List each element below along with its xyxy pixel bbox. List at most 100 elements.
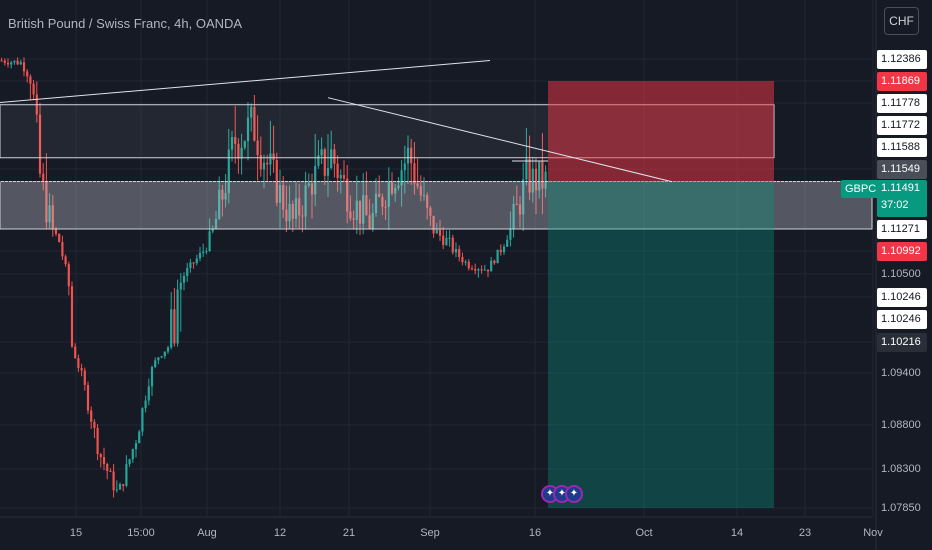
candle-body (134, 443, 138, 450)
candle-body (432, 215, 435, 234)
candle-body (102, 456, 106, 464)
take-profit-zone (548, 181, 774, 508)
candle-body (522, 179, 525, 215)
candle-body (243, 141, 246, 148)
time-axis-label: 16 (528, 527, 542, 539)
candle-body (512, 204, 515, 230)
price-axis-label: 1.11778 (877, 94, 927, 113)
candle-body (310, 183, 314, 195)
currency-button[interactable]: CHF (884, 7, 919, 35)
candle-body (195, 258, 198, 264)
candle-body (90, 410, 93, 422)
candle-body (515, 204, 518, 206)
candle-body (64, 256, 67, 265)
time-axis-label: Sep (420, 527, 440, 539)
candle-body (266, 162, 269, 165)
candle-body (42, 173, 45, 182)
candle-body (538, 161, 541, 191)
candle-body (544, 171, 547, 189)
bar-countdown: 37:02 (881, 199, 909, 211)
price-axis-label: 1.11588 (877, 138, 927, 157)
candle-body (272, 153, 275, 160)
candle-body (128, 459, 131, 465)
price-axis-label: 1.10500 (881, 268, 921, 280)
candle-body (106, 463, 109, 472)
candle-body (58, 234, 61, 243)
candle-body (502, 246, 506, 253)
time-axis-label: 14 (730, 527, 744, 539)
stop-loss-zone (548, 81, 774, 182)
candle-body (45, 181, 48, 223)
candle-body (208, 231, 211, 252)
candle-body (179, 282, 182, 290)
candle-body (358, 200, 362, 224)
candle-body (176, 289, 179, 344)
candle-body (80, 367, 83, 371)
candle-body (186, 268, 189, 276)
candle-body (3, 60, 6, 63)
candle-body (93, 421, 96, 428)
candle-body (262, 162, 266, 170)
candle-body (278, 185, 282, 203)
price-axis-label: 1.10992 (877, 242, 927, 261)
price-axis-label: 1.10246 (877, 288, 927, 307)
candle-body (499, 249, 502, 253)
candle-body (51, 205, 54, 230)
candle-body (163, 351, 166, 357)
candle-body (214, 218, 218, 230)
candle-body (170, 309, 173, 348)
candle-body (419, 186, 422, 196)
candle-body (250, 106, 253, 118)
candle-body (131, 449, 134, 460)
candle-body (138, 431, 141, 444)
candle-body (96, 427, 99, 455)
candle-body (19, 62, 22, 65)
candle-body (307, 183, 310, 186)
candle-body (6, 62, 10, 65)
candle-body (394, 187, 397, 194)
chart-title: British Pound / Swiss Franc, 4h, OANDA (8, 16, 243, 31)
candle-body (192, 262, 195, 264)
candle-body (342, 175, 346, 179)
candle-body (509, 229, 512, 240)
candle-body (122, 484, 125, 486)
uk-flag-icon[interactable]: ✦ (565, 485, 583, 503)
candle-body (54, 229, 58, 235)
candle-body (99, 454, 102, 457)
economic-events[interactable]: ✦ ✦ ✦ (541, 485, 583, 505)
price-axis-label: 1.11271 (877, 220, 927, 239)
candle-body (413, 163, 416, 184)
candle-body (205, 251, 208, 253)
time-axis-label: Aug (197, 527, 217, 539)
candle-body (445, 237, 448, 246)
current-price-label: 1.11491 37:02 (877, 180, 927, 217)
candle-body (298, 198, 301, 216)
candle-body (112, 471, 115, 491)
candle-body (237, 143, 240, 159)
candle-body (486, 269, 490, 272)
candle-body (202, 251, 205, 253)
candle-body (406, 147, 410, 164)
candle-body (438, 229, 442, 236)
time-axis-label: 15:00 (127, 527, 155, 539)
candle-body (189, 262, 192, 269)
candle-body (381, 196, 384, 207)
time-axis-label: 15 (69, 527, 83, 539)
candle-body (32, 83, 35, 95)
candle-body (230, 137, 234, 150)
candle-body (464, 261, 467, 263)
candle-body (240, 147, 243, 159)
candle-body (349, 211, 352, 219)
candle-body (304, 185, 307, 217)
candle-body (323, 149, 326, 176)
candle-body (416, 183, 419, 187)
candle-body (390, 181, 394, 194)
candle-body (400, 170, 403, 186)
candle-body (86, 384, 90, 411)
candle-body (378, 193, 381, 197)
candle-body (317, 155, 320, 166)
price-axis-label: 1.07850 (881, 502, 921, 514)
candle-body (109, 471, 112, 473)
